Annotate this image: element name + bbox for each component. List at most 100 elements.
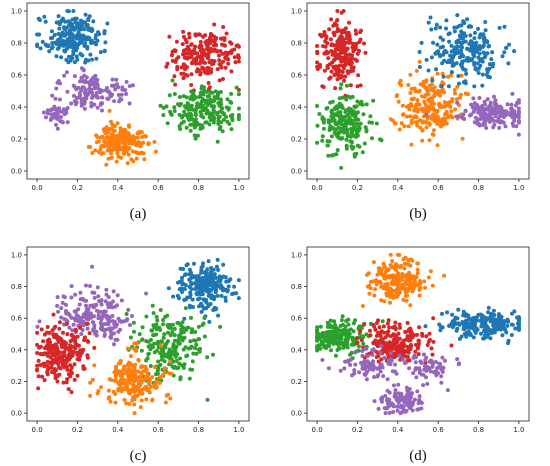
scatter-point-blue [232,284,237,289]
scatter-point-purple [126,307,131,312]
scatter-point-purple [81,68,86,73]
scatter-point-red [429,346,434,351]
scatter-point-purple [80,328,85,332]
scatter-point-blue [464,333,469,338]
scatter-point-green [170,330,175,335]
scatter-point-blue [197,296,202,301]
scatter-point-blue [467,332,472,336]
scatter-point-blue [442,58,447,63]
scatter-point-green [190,359,195,364]
scatter-point-green [205,355,210,360]
scatter-point-blue [431,40,435,45]
scatter-point-blue [426,20,431,25]
scatter-point-purple [54,86,59,91]
scatter-point-green [356,348,361,353]
scatter-point-green [354,130,359,135]
scatter-point-green [329,134,334,139]
scatter-point-orange [109,155,114,160]
scatter-point-red [70,338,75,342]
scatter-point-red [368,328,372,333]
scatter-point-orange [122,134,127,139]
points [35,257,241,416]
scatter-point-green [213,89,218,94]
scatter-point-blue [487,75,492,80]
scatter-point-orange [402,124,407,129]
scatter-point-orange [99,385,103,390]
scatter-point-green [348,139,353,144]
scatter-point-green [165,121,170,126]
scatter-point-green [180,320,185,325]
scatter-point-red [335,42,339,47]
scatter-point-green [178,375,183,380]
scatter-point-green [164,352,169,357]
scatter-point-green [216,115,221,120]
scatter-point-purple [69,101,74,106]
scatter-point-blue [83,12,88,17]
scatter-point-green [340,95,345,100]
scatter-point-orange [399,83,404,88]
scatter-point-orange [106,388,111,393]
scatter-point-orange [407,280,412,285]
scatter-point-green [336,110,341,115]
scatter-point-orange [415,267,420,272]
scatter-point-blue [216,313,221,318]
scatter-point-purple [365,354,370,359]
scatter-point-blue [469,47,474,52]
scatter-point-blue [464,71,469,76]
scatter-point-purple [352,371,357,376]
scatter-point-purple [130,314,134,318]
scatter-point-blue [46,44,51,48]
scatter-point-orange [408,91,413,95]
scatter-point-green [379,138,384,143]
scatter-point-red [37,345,42,350]
scatter-point-blue [449,43,454,48]
scatter-point-green [334,152,339,157]
scatter-point-blue [60,18,65,23]
scatter-point-orange [417,102,422,107]
scatter-point-green [191,338,196,343]
scatter-point-red [315,49,320,54]
scatter-point-green [215,112,220,117]
scatter-point-purple [381,374,386,379]
scatter-point-blue [434,67,439,72]
scatter-point-red [187,31,192,36]
scatter-point-blue [214,306,219,311]
scatter-point-purple [477,105,482,110]
scatter-point-purple [395,398,399,403]
scatter-point-green [318,324,323,329]
scatter-point-purple [120,85,125,90]
scatter-point-blue [215,293,220,298]
scatter-point-green [342,117,346,122]
scatter-point-blue [231,291,236,296]
scatter-point-blue [213,275,218,280]
scatter-point-blue [453,322,458,327]
scatter-point-green [342,130,346,135]
scatter-point-orange [379,298,384,303]
scatter-point-green [350,94,355,99]
scatter-point-purple [411,371,416,376]
scatter-point-red [85,339,90,343]
scatter-point-orange [122,397,127,402]
scatter-point-purple [94,90,99,95]
panel-caption: (b) [409,206,427,222]
scatter-point-green [187,376,192,381]
scatter-point-purple [367,361,372,366]
scatter-point-orange [129,354,133,359]
scatter-point-orange [399,121,404,126]
scatter-point-blue [489,57,494,62]
scatter-point-green [151,311,156,316]
scatter-point-purple [61,294,66,299]
scatter-point-purple [388,351,393,356]
scatter-point-orange [135,375,140,380]
scatter-point-green [192,125,197,130]
scatter-point-purple [490,116,495,121]
scatter-point-blue [428,15,433,20]
scatter-point-red [398,325,402,330]
scatter-point-green [184,125,189,130]
scatter-point-green [162,332,167,337]
scatter-point-orange [396,99,401,104]
scatter-point-blue [98,50,103,55]
scatter-point-orange [384,291,389,296]
scatter-point-purple [79,103,84,108]
scatter-point-red [207,36,212,41]
